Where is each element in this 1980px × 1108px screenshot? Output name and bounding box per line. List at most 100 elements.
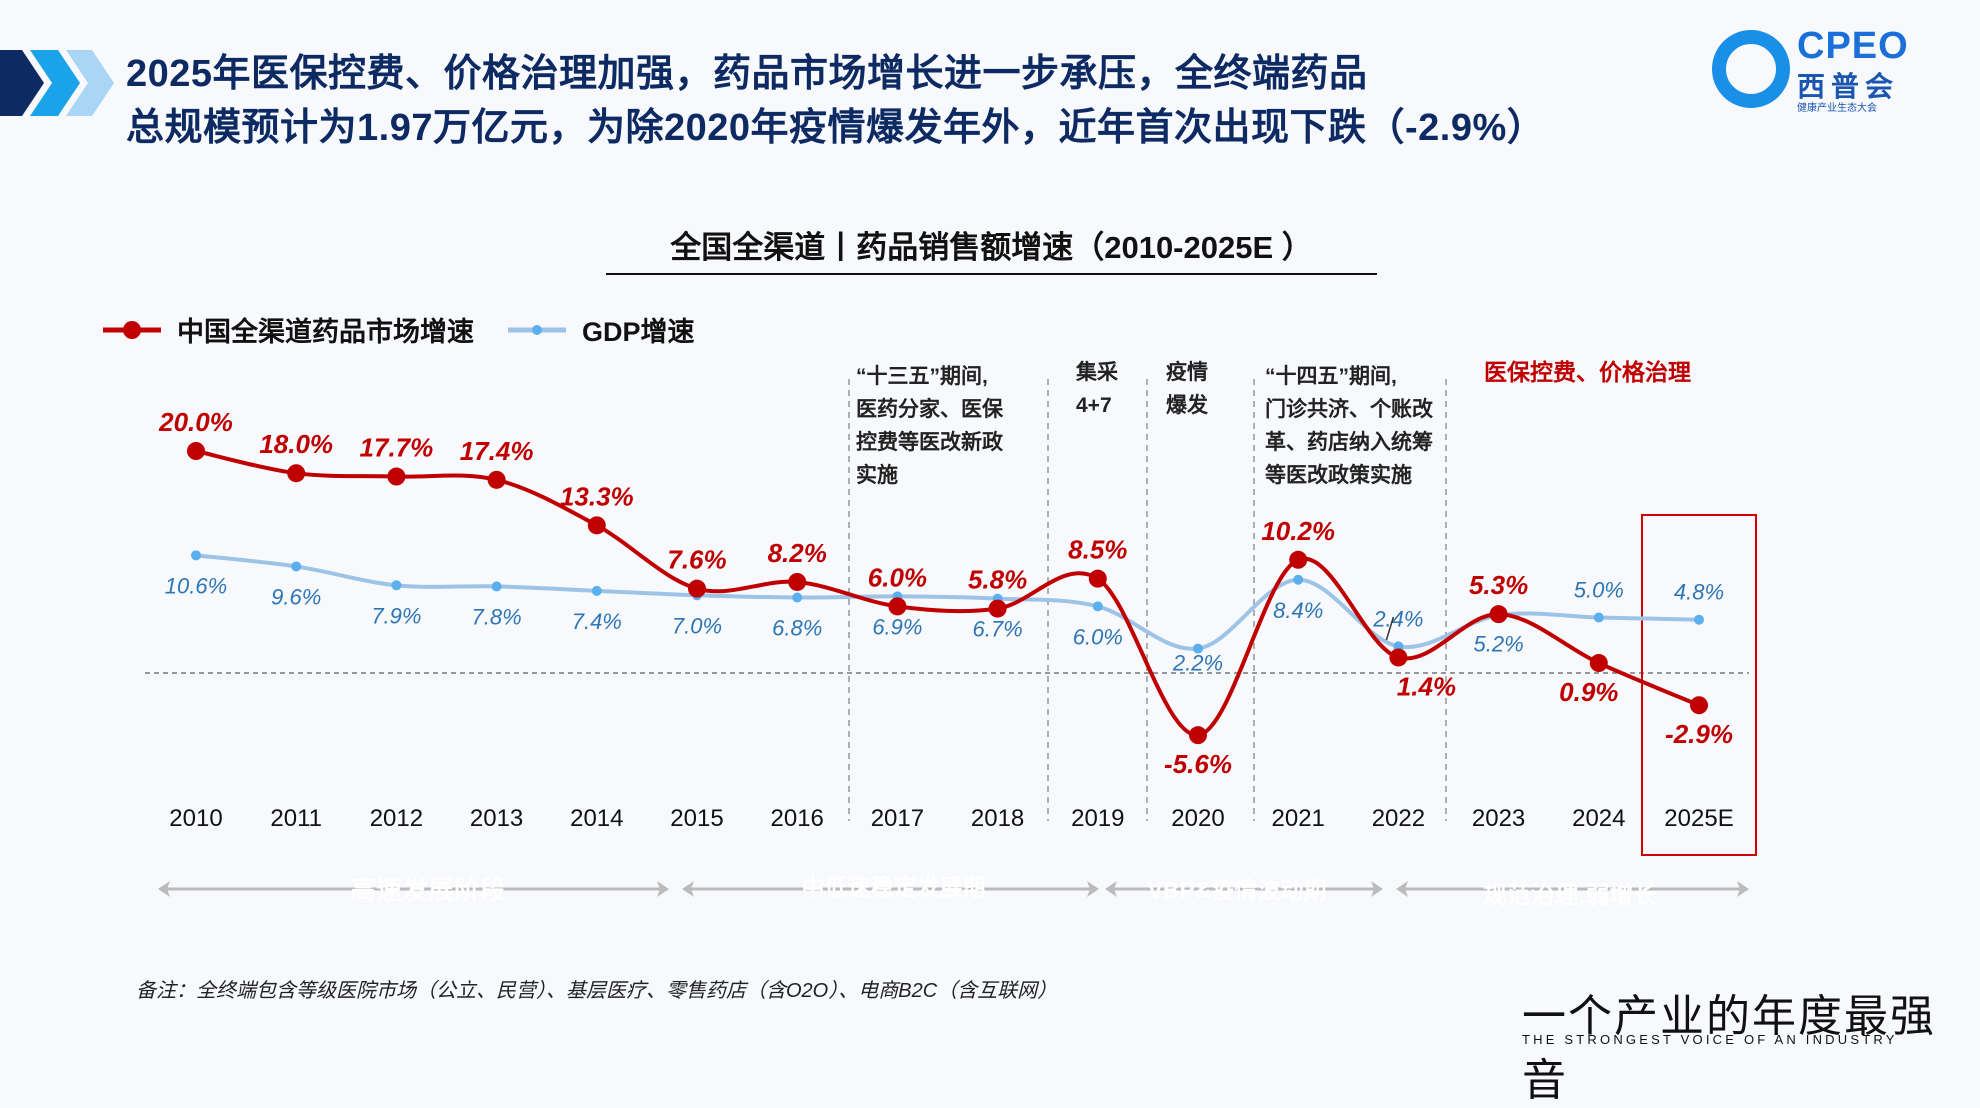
slogan-english: THE STRONGEST VOICE OF AN INDUSTRY bbox=[1522, 1032, 1898, 1047]
phase-high-growth: 高速发展阶段 bbox=[279, 864, 577, 913]
market-data-label: 0.9% bbox=[1559, 677, 1618, 707]
phase-stable: 中低速稳定发展期 bbox=[767, 862, 1020, 908]
market-data-label: 13.3% bbox=[560, 481, 634, 511]
annotation-line: 革、药店纳入统筹 bbox=[1265, 431, 1433, 454]
logo-ring-icon bbox=[1712, 30, 1790, 108]
annotation-line: 爆发 bbox=[1166, 394, 1208, 417]
annotation-cost-control: 医保控费、价格治理 bbox=[1484, 359, 1691, 385]
market-data-label: -2.9% bbox=[1665, 719, 1733, 749]
highlight-box bbox=[1641, 514, 1757, 856]
market-point bbox=[1489, 605, 1508, 624]
market-data-label: 5.3% bbox=[1469, 570, 1528, 600]
gdp-data-label: 8.4% bbox=[1273, 598, 1323, 623]
x-tick-label: 2014 bbox=[570, 805, 623, 832]
legend-gdp-marker-icon bbox=[508, 324, 566, 335]
arrow-right-icon bbox=[1737, 881, 1749, 897]
gdp-point bbox=[291, 561, 302, 572]
market-data-label: 17.7% bbox=[360, 433, 434, 463]
gdp-point bbox=[1293, 574, 1304, 585]
market-point bbox=[888, 597, 907, 616]
logo: CPEO 西普会 健康产业生态大会 bbox=[1711, 25, 1936, 114]
market-point bbox=[1289, 550, 1308, 569]
arrow-right-icon bbox=[657, 881, 669, 897]
logo-name: 西普会 bbox=[1797, 71, 1900, 102]
logo-brand: CPEO bbox=[1797, 25, 1909, 67]
market-point bbox=[988, 599, 1007, 618]
gdp-point bbox=[591, 585, 602, 596]
x-tick-label: 2016 bbox=[771, 805, 824, 832]
market-point bbox=[1389, 648, 1408, 667]
page-title-line2: 总规模预计为1.97万亿元，为除2020年疫情爆发年外，近年首次出现下跌（-2.… bbox=[126, 107, 1546, 149]
gdp-data-label: 6.7% bbox=[973, 617, 1023, 642]
gdp-point bbox=[1694, 614, 1704, 625]
arrow-left-icon bbox=[1396, 881, 1408, 897]
gdp-point bbox=[792, 592, 803, 603]
arrow-left-icon bbox=[1105, 881, 1117, 897]
gdp-point bbox=[1193, 643, 1203, 654]
legend-gdp-label: GDP增速 bbox=[582, 317, 695, 347]
gdp-data-label: 5.2% bbox=[1474, 631, 1524, 656]
x-tick-label: 2012 bbox=[370, 805, 423, 832]
gdp-data-label: 10.6% bbox=[165, 573, 227, 598]
x-tick-label: 2017 bbox=[871, 805, 924, 832]
annotation-line: 医药分家、医保 bbox=[856, 398, 1003, 421]
x-tick-label: 2021 bbox=[1272, 805, 1325, 832]
gdp-data-label: 6.8% bbox=[772, 616, 822, 641]
annotation-line: 4+7 bbox=[1076, 394, 1112, 417]
chevron-decoration-icon bbox=[0, 50, 114, 116]
gdp-data-label: 7.0% bbox=[672, 613, 722, 638]
market-data-label: -5.6% bbox=[1164, 749, 1232, 779]
market-point bbox=[1589, 654, 1608, 673]
gdp-point bbox=[1593, 612, 1604, 623]
gdp-point bbox=[1092, 601, 1103, 612]
x-tick-label: 2019 bbox=[1071, 805, 1124, 832]
arrow-left-icon bbox=[158, 881, 170, 897]
phase-regulated: 规范治理,弱增长 bbox=[1449, 869, 1691, 916]
market-point bbox=[1189, 726, 1207, 745]
annotation-line: “十四五”期间, bbox=[1265, 365, 1397, 388]
x-tick-label: 2015 bbox=[670, 805, 723, 832]
x-tick-label: 2011 bbox=[270, 805, 322, 832]
gdp-data-label: 5.0% bbox=[1574, 578, 1624, 603]
market-point bbox=[1088, 569, 1107, 588]
x-tick-label: 2013 bbox=[470, 805, 523, 832]
annotation-line: 疫情 bbox=[1166, 361, 1208, 384]
market-data-label: 17.4% bbox=[460, 436, 534, 466]
x-tick-label: 2020 bbox=[1171, 805, 1224, 832]
gdp-data-label: 7.8% bbox=[472, 604, 522, 629]
market-point bbox=[688, 579, 706, 598]
annotation-line: 控费等医改新政 bbox=[856, 431, 1003, 454]
legend: 中国全渠道药品市场增速 GDP增速 bbox=[101, 310, 695, 349]
gdp-data-label: 2.2% bbox=[1172, 651, 1223, 676]
phase-label: VBP&疫情波动期 bbox=[1147, 876, 1327, 903]
arrow-left-icon bbox=[682, 881, 694, 897]
gdp-data-label: 7.9% bbox=[371, 603, 421, 628]
market-point bbox=[187, 442, 205, 460]
annotation-line: 等医改政策实施 bbox=[1265, 464, 1412, 487]
gdp-line bbox=[195, 553, 1700, 651]
annotation-pandemic: 疫情 爆发 bbox=[1166, 356, 1208, 422]
page-title-line1: 2025年医保控费、价格治理加强，药品市场增长进一步承压，全终端药品 bbox=[126, 53, 1368, 95]
gdp-data-label: 6.0% bbox=[1073, 624, 1123, 649]
gdp-data-label: 6.9% bbox=[872, 614, 922, 639]
gdp-data-label: 4.8% bbox=[1674, 580, 1724, 605]
annotation-vbp: 集采 4+7 bbox=[1076, 356, 1118, 422]
market-data-label: 8.5% bbox=[1068, 535, 1127, 565]
arrow-right-icon bbox=[1087, 881, 1099, 897]
phase-label: 高速发展阶段 bbox=[349, 875, 506, 905]
footnote: 备注：全终端包含等级医院市场（公立、民营）、基层医疗、零售药店（含O2O）、电商… bbox=[136, 980, 1058, 1002]
annotation-14th-five-year: “十四五”期间, 门诊共济、个账改 革、药店纳入统筹 等医改政策实施 bbox=[1265, 360, 1433, 492]
market-data-label: 7.6% bbox=[667, 545, 726, 575]
x-tick-label: 2025E bbox=[1664, 805, 1733, 832]
market-point bbox=[587, 516, 606, 535]
x-tick-label: 2018 bbox=[971, 805, 1024, 832]
gdp-point bbox=[391, 580, 402, 591]
market-data-label: 1.4% bbox=[1397, 671, 1456, 701]
phase-label: 规范治理,弱增长 bbox=[1482, 882, 1658, 909]
market-point bbox=[287, 464, 306, 483]
chart-title: 全国全渠道丨药品销售额增速（2010-2025E ） bbox=[606, 222, 1377, 275]
gdp-data-label: 2.4% bbox=[1372, 606, 1423, 631]
gdp-point bbox=[491, 581, 502, 592]
market-point bbox=[788, 572, 807, 591]
gdp-data-label: 7.4% bbox=[572, 609, 622, 634]
